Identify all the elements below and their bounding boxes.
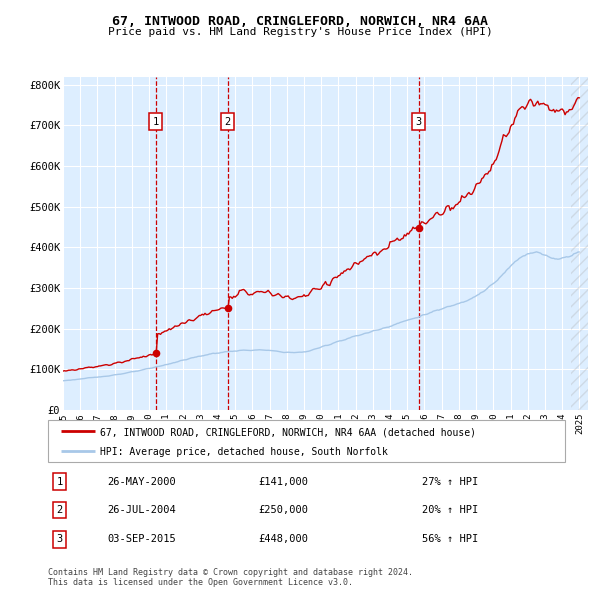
Text: £141,000: £141,000 [258, 477, 308, 487]
Text: HPI: Average price, detached house, South Norfolk: HPI: Average price, detached house, Sout… [100, 447, 388, 457]
Text: 20% ↑ HPI: 20% ↑ HPI [422, 505, 478, 515]
Text: £250,000: £250,000 [258, 505, 308, 515]
Text: This data is licensed under the Open Government Licence v3.0.: This data is licensed under the Open Gov… [48, 578, 353, 587]
Text: 03-SEP-2015: 03-SEP-2015 [107, 535, 176, 544]
Text: £448,000: £448,000 [258, 535, 308, 544]
Text: 1: 1 [153, 117, 159, 127]
Text: 67, INTWOOD ROAD, CRINGLEFORD, NORWICH, NR4 6AA (detached house): 67, INTWOOD ROAD, CRINGLEFORD, NORWICH, … [100, 427, 476, 437]
Text: 27% ↑ HPI: 27% ↑ HPI [422, 477, 478, 487]
Text: Price paid vs. HM Land Registry's House Price Index (HPI): Price paid vs. HM Land Registry's House … [107, 28, 493, 37]
Text: 67, INTWOOD ROAD, CRINGLEFORD, NORWICH, NR4 6AA: 67, INTWOOD ROAD, CRINGLEFORD, NORWICH, … [112, 15, 488, 28]
Text: 1: 1 [56, 477, 62, 487]
Text: 2: 2 [56, 505, 62, 515]
Text: 26-MAY-2000: 26-MAY-2000 [107, 477, 176, 487]
FancyBboxPatch shape [48, 420, 565, 463]
Text: 2: 2 [224, 117, 231, 127]
Text: 26-JUL-2004: 26-JUL-2004 [107, 505, 176, 515]
Text: 3: 3 [416, 117, 422, 127]
Text: 3: 3 [56, 535, 62, 544]
Text: Contains HM Land Registry data © Crown copyright and database right 2024.: Contains HM Land Registry data © Crown c… [48, 568, 413, 577]
Text: 56% ↑ HPI: 56% ↑ HPI [422, 535, 478, 544]
